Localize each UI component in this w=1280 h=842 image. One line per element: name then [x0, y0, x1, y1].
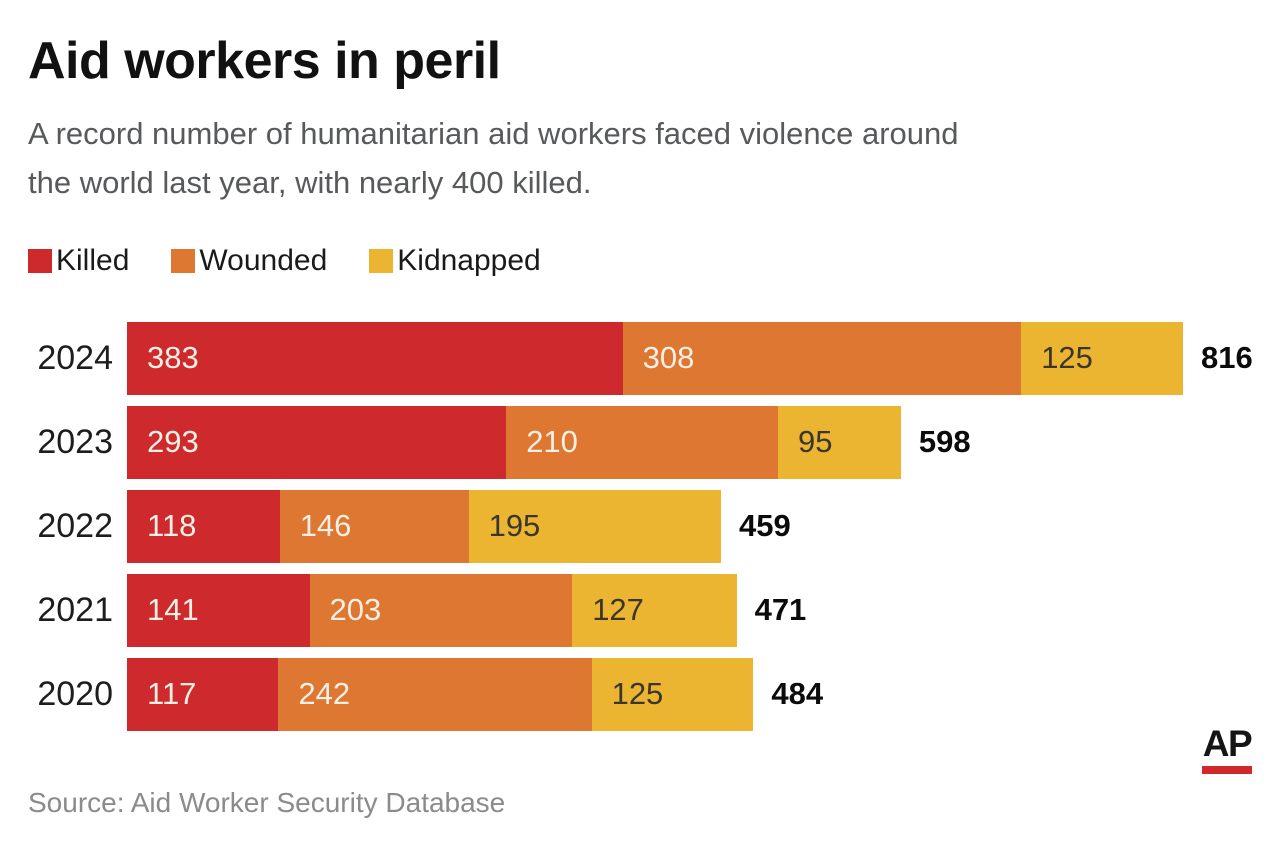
- stacked-bar: 118 146 195: [127, 489, 721, 563]
- chart-row-2021: 2021 141 203 127 471: [28, 573, 1252, 647]
- infographic: Aid workers in peril A record number of …: [28, 32, 1253, 818]
- segment-value-label: 210: [526, 424, 578, 460]
- segment-value-label: 383: [147, 340, 199, 376]
- bar-segment-killed: 293: [127, 405, 507, 479]
- bar-segment-killed: 117: [127, 657, 279, 731]
- bar-segment-kidnapped: 95: [777, 405, 901, 479]
- year-label: 2023: [37, 422, 113, 461]
- ap-logo-underline: [1202, 766, 1252, 774]
- stacked-bar: 141 203 127: [127, 573, 737, 647]
- segment-value-label: 146: [299, 508, 352, 544]
- bar-segment-wounded: 242: [278, 657, 592, 731]
- segment-value-label: 127: [592, 592, 644, 628]
- bar-segment-killed: 141: [127, 573, 310, 647]
- segment-value-label: 308: [642, 340, 695, 376]
- segment-value-label: 125: [611, 676, 664, 712]
- bar-segment-kidnapped: 127: [572, 573, 737, 647]
- source-credit: Source: Aid Worker Security Database: [28, 786, 506, 818]
- legend-item-wounded: Wounded: [171, 244, 327, 278]
- legend-item-killed: Killed: [28, 244, 129, 278]
- chart-legend: Killed Wounded Kidnapped: [28, 244, 1252, 278]
- bar-segment-wounded: 203: [309, 573, 573, 647]
- legend-label: Wounded: [199, 243, 328, 277]
- stacked-bar: 383 308 125: [127, 321, 1183, 395]
- year-label: 2020: [37, 674, 113, 713]
- segment-value-label: 118: [147, 508, 197, 544]
- total-value-label: 459: [738, 508, 791, 544]
- stacked-bar-chart: 2024 383 308 125 816 2023 293 210 95 598 2022 118 14…: [28, 321, 1253, 731]
- chart-row-2022: 2022 118 146 195 459: [28, 489, 1252, 563]
- chart-subtitle: A record number of humanitarian aid work…: [28, 115, 959, 201]
- bar-segment-killed: 383: [127, 321, 623, 395]
- segment-value-label: 95: [797, 424, 833, 460]
- legend-label: Killed: [56, 243, 130, 277]
- segment-value-label: 117: [147, 676, 197, 712]
- chart-row-2023: 2023 293 210 95 598: [28, 405, 1252, 479]
- segment-value-label: 141: [147, 592, 199, 628]
- ap-logo-text: AP: [1202, 723, 1253, 764]
- bar-segment-kidnapped: 125: [1021, 321, 1183, 395]
- bar-segment-kidnapped: 195: [468, 489, 721, 563]
- total-value-label: 484: [771, 676, 824, 712]
- chart-row-2020: 2020 117 242 125 484: [28, 657, 1252, 731]
- stacked-bar: 293 210 95: [127, 405, 901, 479]
- bar-segment-wounded: 308: [622, 321, 1022, 395]
- segment-value-label: 203: [329, 592, 382, 628]
- legend-swatch: [369, 248, 394, 273]
- chart-row-2024: 2024 383 308 125 816: [28, 321, 1253, 395]
- year-label: 2022: [37, 506, 113, 545]
- total-value-label: 816: [1200, 340, 1253, 376]
- legend-label: Kidnapped: [397, 243, 541, 277]
- legend-item-kidnapped: Kidnapped: [369, 243, 541, 278]
- total-value-label: 471: [754, 592, 807, 628]
- page-title: Aid workers in peril: [28, 32, 501, 90]
- ap-logo: AP: [1202, 723, 1253, 774]
- legend-swatch: [28, 248, 52, 273]
- segment-value-label: 242: [298, 676, 351, 712]
- year-label: 2021: [37, 590, 113, 629]
- segment-value-label: 125: [1041, 340, 1093, 376]
- bar-segment-wounded: 146: [279, 489, 469, 563]
- year-label: 2024: [37, 338, 113, 377]
- segment-value-label: 195: [488, 508, 541, 544]
- total-value-label: 598: [918, 424, 971, 460]
- bar-segment-kidnapped: 125: [591, 657, 754, 731]
- legend-swatch: [171, 248, 196, 273]
- segment-value-label: 293: [147, 424, 199, 460]
- bar-segment-wounded: 210: [506, 405, 778, 479]
- stacked-bar: 117 242 125: [127, 657, 754, 731]
- bar-segment-killed: 118: [127, 489, 280, 563]
